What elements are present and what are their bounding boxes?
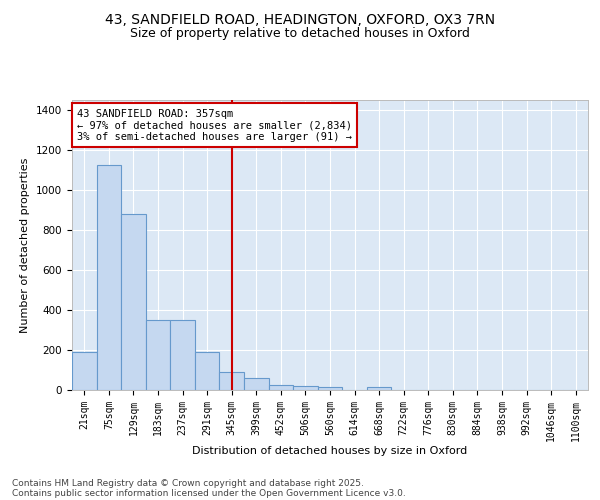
- Text: Contains HM Land Registry data © Crown copyright and database right 2025.: Contains HM Land Registry data © Crown c…: [12, 478, 364, 488]
- Bar: [244, 378, 269, 390]
- Bar: [220, 372, 244, 390]
- Bar: [293, 386, 318, 390]
- Bar: [269, 385, 293, 390]
- Bar: [72, 352, 97, 390]
- Bar: [367, 387, 391, 390]
- Text: 43 SANDFIELD ROAD: 357sqm
← 97% of detached houses are smaller (2,834)
3% of sem: 43 SANDFIELD ROAD: 357sqm ← 97% of detac…: [77, 108, 352, 142]
- Bar: [146, 320, 170, 390]
- Y-axis label: Number of detached properties: Number of detached properties: [20, 158, 31, 332]
- Bar: [170, 320, 195, 390]
- Bar: [195, 352, 220, 390]
- Text: Size of property relative to detached houses in Oxford: Size of property relative to detached ho…: [130, 28, 470, 40]
- Text: Contains public sector information licensed under the Open Government Licence v3: Contains public sector information licen…: [12, 488, 406, 498]
- Bar: [121, 214, 146, 390]
- X-axis label: Distribution of detached houses by size in Oxford: Distribution of detached houses by size …: [193, 446, 467, 456]
- Text: 43, SANDFIELD ROAD, HEADINGTON, OXFORD, OX3 7RN: 43, SANDFIELD ROAD, HEADINGTON, OXFORD, …: [105, 12, 495, 26]
- Bar: [318, 387, 342, 390]
- Bar: [97, 165, 121, 390]
